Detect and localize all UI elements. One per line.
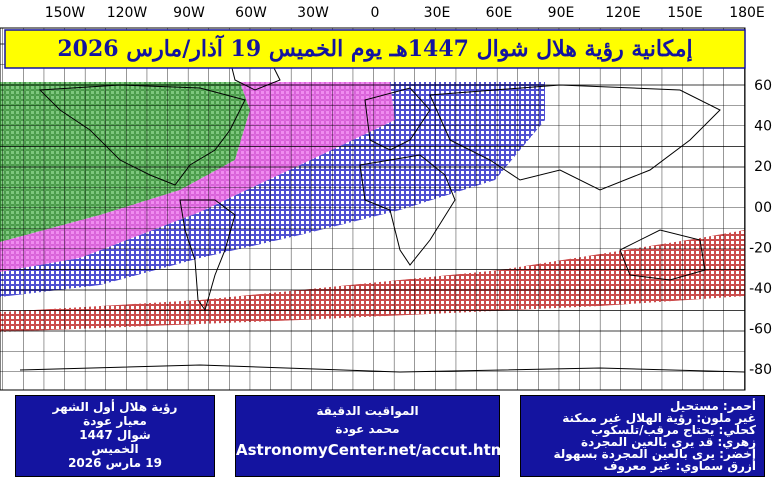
lat-label: -60 (749, 322, 772, 338)
lon-label: 30W (297, 5, 329, 21)
lat-label: 40 (754, 119, 772, 135)
lat-label: 20 (754, 159, 772, 175)
link-url: AstronomyCenter.net/accut.html (236, 441, 512, 459)
lon-label: 60W (235, 5, 267, 21)
lat-label: 60 (754, 78, 772, 94)
map-area: إمكانية رؤية هلال شوال 1447هـ يوم الخميس… (0, 27, 746, 391)
map: إمكانية رؤية هلال شوال 1447هـ يوم الخميس… (0, 5, 772, 391)
legend-line: كحلي: يحتاج مرقب/تلسكوب (590, 423, 756, 437)
lat-labels: 60 40 20 00 -20 -40 -60 -80 (749, 78, 772, 378)
lat-label: -40 (749, 281, 772, 297)
lat-label: 00 (754, 200, 772, 216)
legend-box: أحمر: مستحيل غير ملون: رؤية الهلال غير م… (520, 395, 765, 477)
legend-line: غير ملون: رؤية الهلال غير ممكنة (562, 411, 756, 425)
lon-label: 30E (424, 5, 451, 21)
info-box: رؤية هلال أول الشهر معيار عودة شوال 1447… (15, 395, 215, 477)
lon-label: 150W (45, 5, 86, 21)
lon-label: 120W (107, 5, 148, 21)
info-line: رؤية هلال أول الشهر (52, 400, 178, 414)
legend-line: أحمر: مستحيل (669, 399, 756, 413)
lon-label: 150E (667, 5, 703, 21)
info-line: معيار عودة (83, 414, 147, 428)
lon-label: 90E (548, 5, 575, 21)
link-line: المواقيت الدقيقة (316, 404, 419, 418)
link-box: المواقيت الدقيقة محمد عودة AstronomyCent… (235, 395, 512, 477)
legend-line: أزرق سماوي: غير معروف (603, 459, 756, 473)
lon-label: 120E (605, 5, 641, 21)
legend-line: زهري: قد يرى بالعين المجردة (581, 435, 756, 449)
lat-label: -80 (749, 362, 772, 378)
lon-labels: 150W 120W 90W 60W 30W 0 30E 60E 90E 120E 150E 180E (45, 5, 765, 21)
lat-label: -20 (749, 240, 772, 256)
lon-label: 60E (486, 5, 513, 21)
link-line: محمد عودة (335, 422, 400, 436)
title: إمكانية رؤية هلال شوال 1447هـ يوم الخميس… (57, 34, 692, 63)
legend-line: أخضر: يرى بالعين المجردة بسهولة (553, 447, 756, 461)
info-line: الخميس (91, 442, 139, 456)
lon-label: 180E (729, 5, 765, 21)
lon-label: 0 (371, 5, 380, 21)
info-line: شوال 1447 (79, 428, 151, 442)
lon-label: 90W (173, 5, 205, 21)
info-line: 19 مارس 2026 (68, 456, 162, 470)
